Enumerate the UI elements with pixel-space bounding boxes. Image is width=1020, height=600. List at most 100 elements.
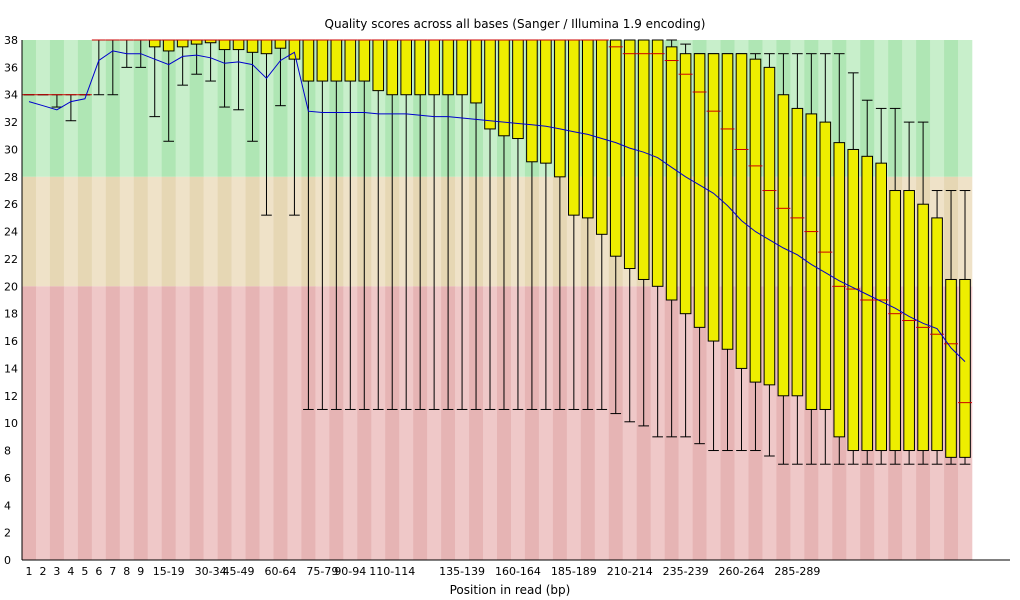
box-42 [609, 39, 622, 257]
band-reasonable-17 [259, 176, 274, 287]
band-good-2 [49, 40, 65, 177]
band-poor-34 [497, 286, 512, 560]
x-axis-label: Position in read (bp) [450, 583, 571, 597]
y-tick-36: 36 [4, 61, 18, 74]
band-poor-39 [566, 286, 582, 560]
x-tick-235-239: 235-239 [663, 565, 709, 578]
box-39 [568, 39, 580, 216]
x-tick-160-164: 160-164 [495, 565, 541, 578]
box-33 [484, 39, 496, 130]
box-40 [582, 39, 594, 219]
band-poor-10 [161, 286, 176, 560]
band-poor-13 [203, 286, 218, 560]
band-reasonable-19 [287, 176, 302, 287]
box-27 [400, 39, 413, 96]
band-reasonable-16 [245, 176, 260, 287]
band-reasonable-11 [175, 176, 190, 287]
band-good-64 [916, 40, 931, 177]
band-poor-0 [22, 286, 37, 560]
x-tick-185-189: 185-189 [551, 565, 597, 578]
band-reasonable-3 [63, 176, 79, 287]
box-51 [735, 53, 748, 369]
band-good-67 [958, 40, 973, 177]
band-good-6 [105, 40, 121, 177]
box-17 [260, 39, 273, 55]
box-21 [316, 39, 329, 82]
box-23 [344, 39, 357, 82]
box-22 [330, 39, 343, 82]
x-tick-75-79: 75-79 [306, 565, 338, 578]
band-poor-27 [399, 286, 414, 560]
band-poor-22 [329, 286, 344, 560]
y-tick-26: 26 [4, 198, 18, 211]
x-tick-90-94: 90-94 [334, 565, 366, 578]
box-16 [246, 39, 259, 53]
band-good-11 [175, 40, 190, 177]
band-reasonable-12 [189, 176, 204, 287]
box-14 [218, 39, 231, 51]
y-tick-34: 34 [4, 89, 18, 102]
box-19 [288, 39, 301, 60]
x-tick-30-34: 30-34 [195, 565, 227, 578]
y-tick-22: 22 [4, 253, 18, 266]
y-tick-16: 16 [4, 335, 18, 348]
box-37 [540, 39, 552, 164]
box-44 [637, 39, 650, 280]
x-tick-135-139: 135-139 [439, 565, 485, 578]
x-tick-285-289: 285-289 [774, 565, 820, 578]
band-poor-18 [273, 286, 288, 560]
box-38 [554, 39, 566, 178]
band-poor-9 [147, 286, 163, 560]
band-reasonable-14 [217, 176, 232, 287]
box-26 [386, 39, 399, 96]
band-poor-29 [427, 286, 442, 560]
y-tick-10: 10 [4, 417, 18, 430]
x-tick-210-214: 210-214 [607, 565, 653, 578]
box-67 [959, 278, 971, 458]
axes [21, 40, 1010, 561]
y-tick-38: 38 [4, 34, 18, 47]
box-10 [162, 39, 175, 52]
band-good-5 [91, 40, 107, 177]
band-good-63 [902, 40, 917, 177]
band-good-13 [203, 40, 218, 177]
band-poor-12 [189, 286, 204, 560]
box-48 [693, 53, 706, 328]
band-good-66 [944, 40, 959, 177]
x-tick-1: 1 [25, 565, 32, 578]
band-reasonable-15 [231, 176, 246, 287]
band-good-18 [273, 40, 288, 177]
box-60 [861, 155, 874, 452]
box-11 [176, 39, 189, 48]
box-49 [707, 53, 720, 342]
band-poor-25 [371, 286, 386, 560]
box-18 [274, 39, 287, 49]
box-36 [526, 39, 538, 163]
band-poor-16 [245, 286, 260, 560]
x-tick-4: 4 [67, 565, 74, 578]
box-25 [372, 39, 385, 92]
band-good-4 [77, 40, 93, 177]
box-31 [456, 39, 468, 96]
band-poor-21 [315, 286, 330, 560]
box-43 [623, 39, 636, 270]
band-poor-11 [175, 286, 190, 560]
chart-title: Quality scores across all bases (Sanger … [325, 17, 706, 31]
band-poor-3 [63, 286, 79, 560]
box-66 [945, 278, 957, 458]
x-tick-5: 5 [81, 565, 88, 578]
band-poor-7 [119, 286, 135, 560]
medians-layer [22, 39, 972, 404]
x-tick-110-114: 110-114 [369, 565, 415, 578]
box-52 [749, 58, 762, 383]
box-15 [232, 39, 245, 51]
box-47 [679, 53, 692, 315]
box-61 [875, 162, 887, 452]
band-reasonable-2 [49, 176, 65, 287]
mean-line [28, 50, 966, 362]
y-tick-8: 8 [4, 445, 11, 458]
band-poor-37 [538, 286, 554, 560]
band-poor-2 [49, 286, 65, 560]
